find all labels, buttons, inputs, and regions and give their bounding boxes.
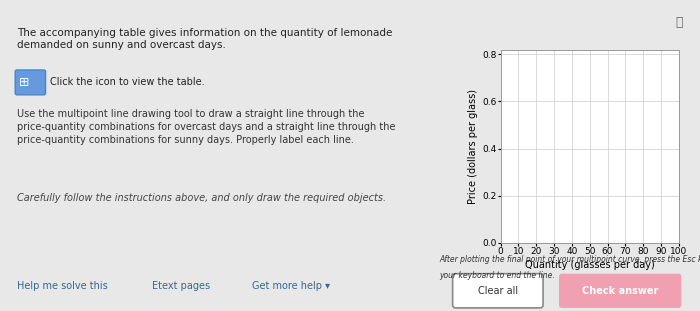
Text: Help me solve this: Help me solve this — [18, 281, 108, 291]
Text: your keyboard to end the line.: your keyboard to end the line. — [440, 271, 555, 280]
Text: Clear all: Clear all — [478, 286, 518, 296]
FancyBboxPatch shape — [453, 274, 543, 308]
Text: ⊞: ⊞ — [19, 76, 29, 89]
Text: Etext pages: Etext pages — [152, 281, 210, 291]
FancyBboxPatch shape — [559, 274, 681, 308]
Text: The accompanying table gives information on the quantity of lemonade
demanded on: The accompanying table gives information… — [18, 28, 393, 49]
Text: Use the multipoint line drawing tool to draw a straight line through the
price-q: Use the multipoint line drawing tool to … — [18, 109, 396, 145]
Text: Click the icon to view the table.: Click the icon to view the table. — [50, 77, 204, 87]
Y-axis label: Price (dollars per glass): Price (dollars per glass) — [468, 89, 478, 204]
FancyBboxPatch shape — [15, 70, 46, 95]
Text: ⧉: ⧉ — [675, 16, 682, 29]
Text: After plotting the final point of your multipoint curve, press the Esc key on: After plotting the final point of your m… — [440, 255, 700, 264]
Text: Check answer: Check answer — [582, 286, 659, 296]
Text: Carefully follow the instructions above, and only draw the required objects.: Carefully follow the instructions above,… — [18, 193, 386, 203]
Text: Get more help ▾: Get more help ▾ — [252, 281, 330, 291]
X-axis label: Quantity (glasses per day): Quantity (glasses per day) — [525, 260, 654, 270]
